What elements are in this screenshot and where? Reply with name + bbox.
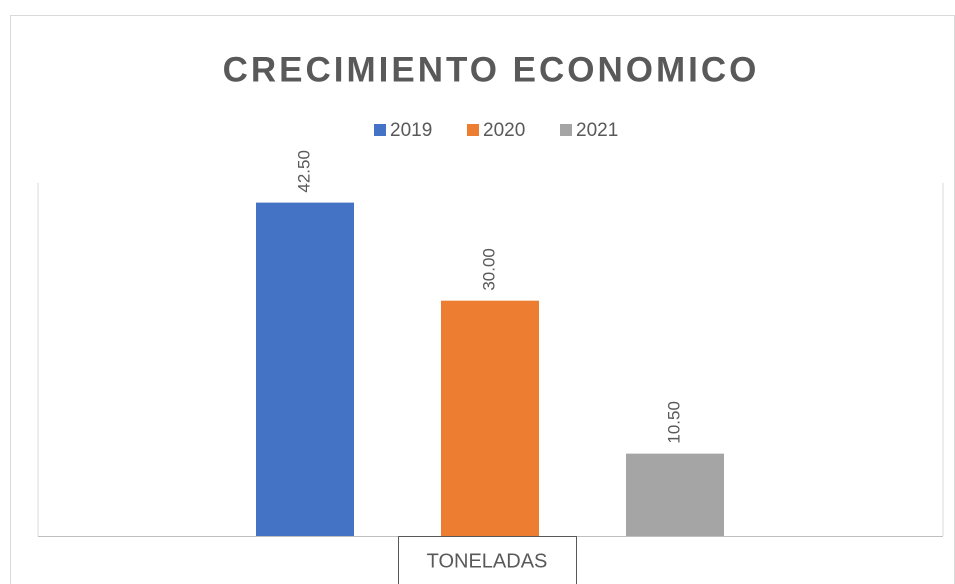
category-box <box>398 536 577 584</box>
legend-label: 2020 <box>483 120 525 141</box>
chart-title: CRECIMIENTO ECONOMICO <box>223 50 760 89</box>
data-label: 30.00 <box>479 248 498 291</box>
data-label: 10.50 <box>664 401 683 444</box>
bar <box>256 202 354 536</box>
bar <box>626 453 724 536</box>
legend-swatch <box>467 124 479 136</box>
data-label: 42.50 <box>294 150 313 193</box>
legend-swatch <box>374 124 386 136</box>
bar <box>441 300 539 536</box>
legend-label: 2021 <box>576 120 618 141</box>
legend-swatch <box>560 124 572 136</box>
x-tick-label: TONELADAS <box>427 550 548 572</box>
legend-label: 2019 <box>390 120 432 141</box>
